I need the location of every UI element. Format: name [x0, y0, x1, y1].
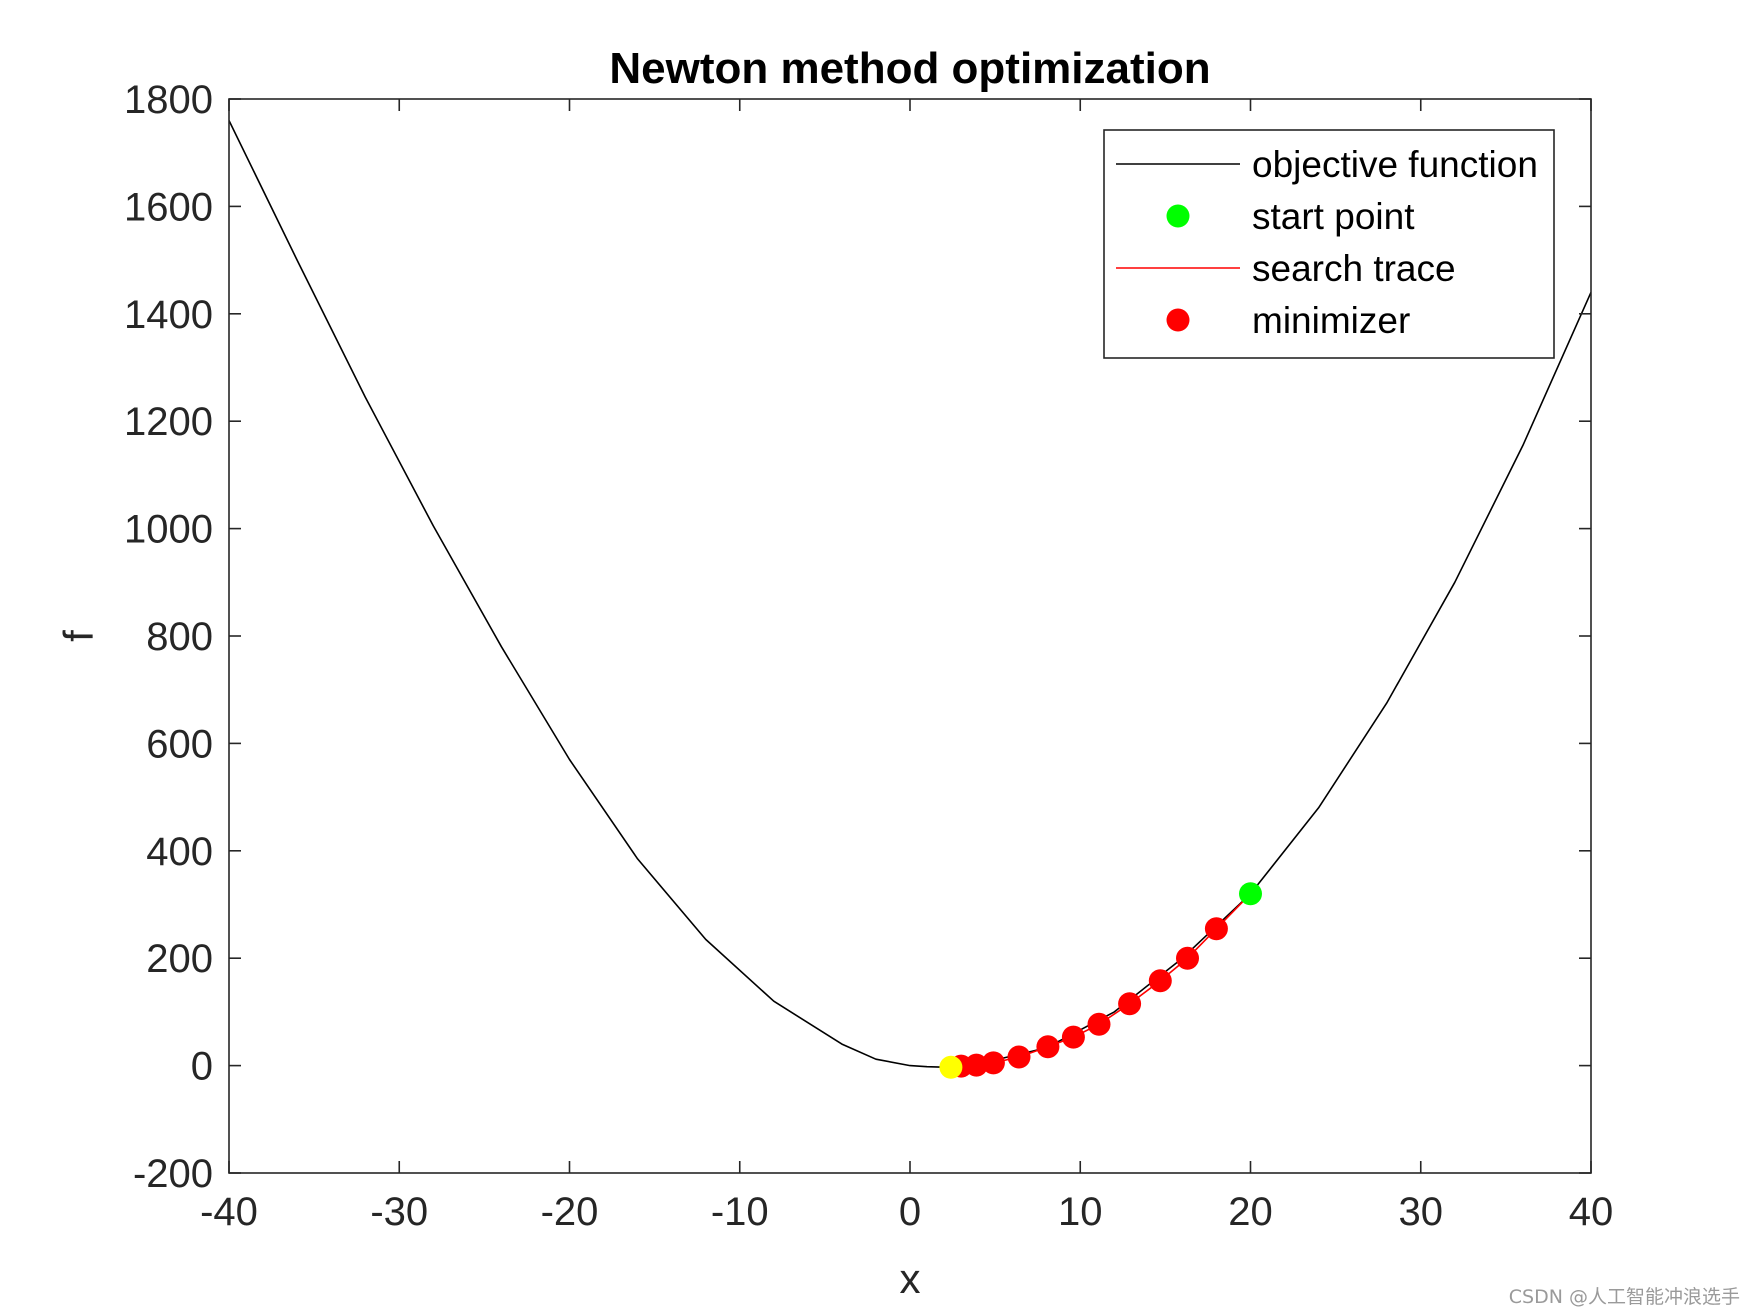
x-tick-label: 20 — [1228, 1190, 1273, 1234]
marker-series-4-0 — [939, 1055, 963, 1079]
x-tick-label: 30 — [1399, 1190, 1444, 1234]
watermark: CSDN @人工智能冲浪选手 — [1509, 1286, 1740, 1308]
y-tick-label: 600 — [146, 722, 213, 766]
x-axis-label: x — [900, 1255, 921, 1302]
x-tick-label: 10 — [1058, 1190, 1103, 1234]
axes-layer: -40 -30 -20 -10 0 10 20 30 40 -200 0 200 400 600 800 10… — [124, 78, 1613, 1234]
y-tick-label: 1400 — [124, 293, 213, 337]
y-tick-label: 1000 — [124, 508, 213, 552]
x-tick-label: -10 — [711, 1190, 769, 1234]
x-tick-label: 0 — [899, 1190, 921, 1234]
marker-minimizer-1 — [1176, 946, 1199, 970]
x-tick-label: -20 — [541, 1190, 599, 1234]
y-tick-label: -200 — [133, 1152, 213, 1196]
legend-label-start-point: start point — [1252, 196, 1415, 237]
series-line-search-trace — [950, 893, 1252, 1068]
y-tick-label: 1800 — [124, 78, 213, 122]
legend-marker-minimizer — [1166, 308, 1190, 332]
marker-minimizer-2 — [1148, 969, 1172, 993]
y-tick-label: 800 — [146, 615, 213, 659]
marker-minimizer-8 — [981, 1051, 1005, 1075]
marker-minimizer-7 — [1007, 1045, 1031, 1069]
y-tick-label: 400 — [146, 830, 213, 874]
marker-minimizer-4 — [1087, 1012, 1111, 1036]
legend-label-minimizer: minimizer — [1252, 300, 1410, 341]
y-tick-label: 0 — [191, 1045, 213, 1089]
y-axis-label: f — [55, 630, 102, 642]
x-tick-label: -30 — [370, 1190, 428, 1234]
x-tick-label: -40 — [200, 1190, 258, 1234]
marker-minimizer-5 — [1061, 1025, 1085, 1049]
marker-minimizer-6 — [1036, 1035, 1060, 1059]
y-tick-label: 200 — [146, 937, 213, 981]
legend-label-objective-function: objective function — [1252, 144, 1538, 185]
marker-minimizer-0 — [1204, 917, 1228, 941]
chart-title: Newton method optimization — [609, 44, 1210, 93]
legend-label-search-trace: search trace — [1252, 248, 1456, 289]
marker-minimizer-3 — [1118, 992, 1142, 1016]
plot-layer — [229, 120, 1591, 1079]
plot-inner — [229, 120, 1591, 1079]
series-line-objective-function — [229, 120, 1591, 1068]
legend: objective function start point search trac… — [1103, 129, 1555, 359]
x-tick-label: 40 — [1569, 1190, 1614, 1234]
y-tick-label: 1600 — [124, 185, 213, 229]
legend-marker-start-point — [1166, 204, 1190, 228]
marker-start-point-0 — [1239, 882, 1262, 906]
y-tick-label: 1200 — [124, 400, 213, 444]
